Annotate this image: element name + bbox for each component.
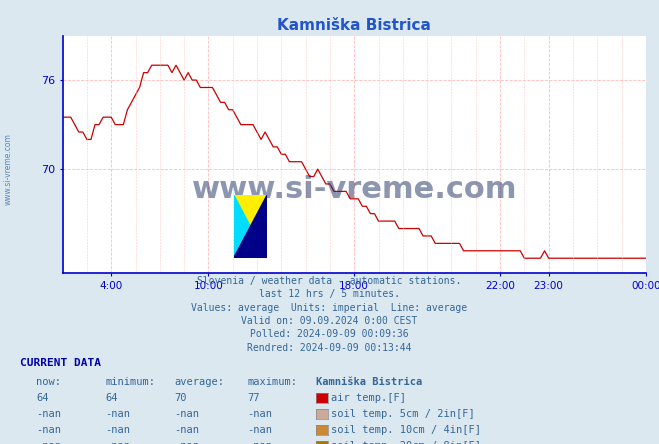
- Text: Polled: 2024-09-09 00:09:36: Polled: 2024-09-09 00:09:36: [250, 329, 409, 340]
- Text: Slovenia / weather data - automatic stations.: Slovenia / weather data - automatic stat…: [197, 276, 462, 286]
- Text: air temp.[F]: air temp.[F]: [331, 393, 406, 403]
- Text: -nan: -nan: [247, 441, 272, 444]
- Text: soil temp. 20cm / 8in[F]: soil temp. 20cm / 8in[F]: [331, 441, 481, 444]
- Text: soil temp. 5cm / 2in[F]: soil temp. 5cm / 2in[F]: [331, 409, 474, 419]
- Text: -nan: -nan: [175, 409, 200, 419]
- Text: 70: 70: [175, 393, 187, 403]
- Text: 77: 77: [247, 393, 260, 403]
- Text: -nan: -nan: [247, 425, 272, 435]
- Text: now:: now:: [36, 377, 61, 387]
- Text: -nan: -nan: [105, 425, 130, 435]
- Text: minimum:: minimum:: [105, 377, 156, 387]
- Text: Kamniška Bistrica: Kamniška Bistrica: [316, 377, 422, 387]
- Polygon shape: [234, 195, 267, 258]
- Title: Kamniška Bistrica: Kamniška Bistrica: [277, 18, 431, 33]
- Text: average:: average:: [175, 377, 225, 387]
- Text: www.si-vreme.com: www.si-vreme.com: [192, 175, 517, 204]
- Text: -nan: -nan: [175, 425, 200, 435]
- Text: -nan: -nan: [36, 425, 61, 435]
- Text: maximum:: maximum:: [247, 377, 297, 387]
- Text: -nan: -nan: [36, 441, 61, 444]
- Text: 64: 64: [105, 393, 118, 403]
- Text: Values: average  Units: imperial  Line: average: Values: average Units: imperial Line: av…: [191, 303, 468, 313]
- Text: www.si-vreme.com: www.si-vreme.com: [3, 133, 13, 205]
- Text: last 12 hrs / 5 minutes.: last 12 hrs / 5 minutes.: [259, 289, 400, 300]
- Text: Rendred: 2024-09-09 00:13:44: Rendred: 2024-09-09 00:13:44: [247, 343, 412, 353]
- Text: -nan: -nan: [105, 409, 130, 419]
- Text: -nan: -nan: [175, 441, 200, 444]
- Text: CURRENT DATA: CURRENT DATA: [20, 358, 101, 369]
- Text: 64: 64: [36, 393, 49, 403]
- Polygon shape: [234, 195, 267, 258]
- Text: soil temp. 10cm / 4in[F]: soil temp. 10cm / 4in[F]: [331, 425, 481, 435]
- Text: -nan: -nan: [36, 409, 61, 419]
- Polygon shape: [234, 195, 267, 258]
- Text: Valid on: 09.09.2024 0:00 CEST: Valid on: 09.09.2024 0:00 CEST: [241, 316, 418, 326]
- Text: -nan: -nan: [105, 441, 130, 444]
- Text: -nan: -nan: [247, 409, 272, 419]
